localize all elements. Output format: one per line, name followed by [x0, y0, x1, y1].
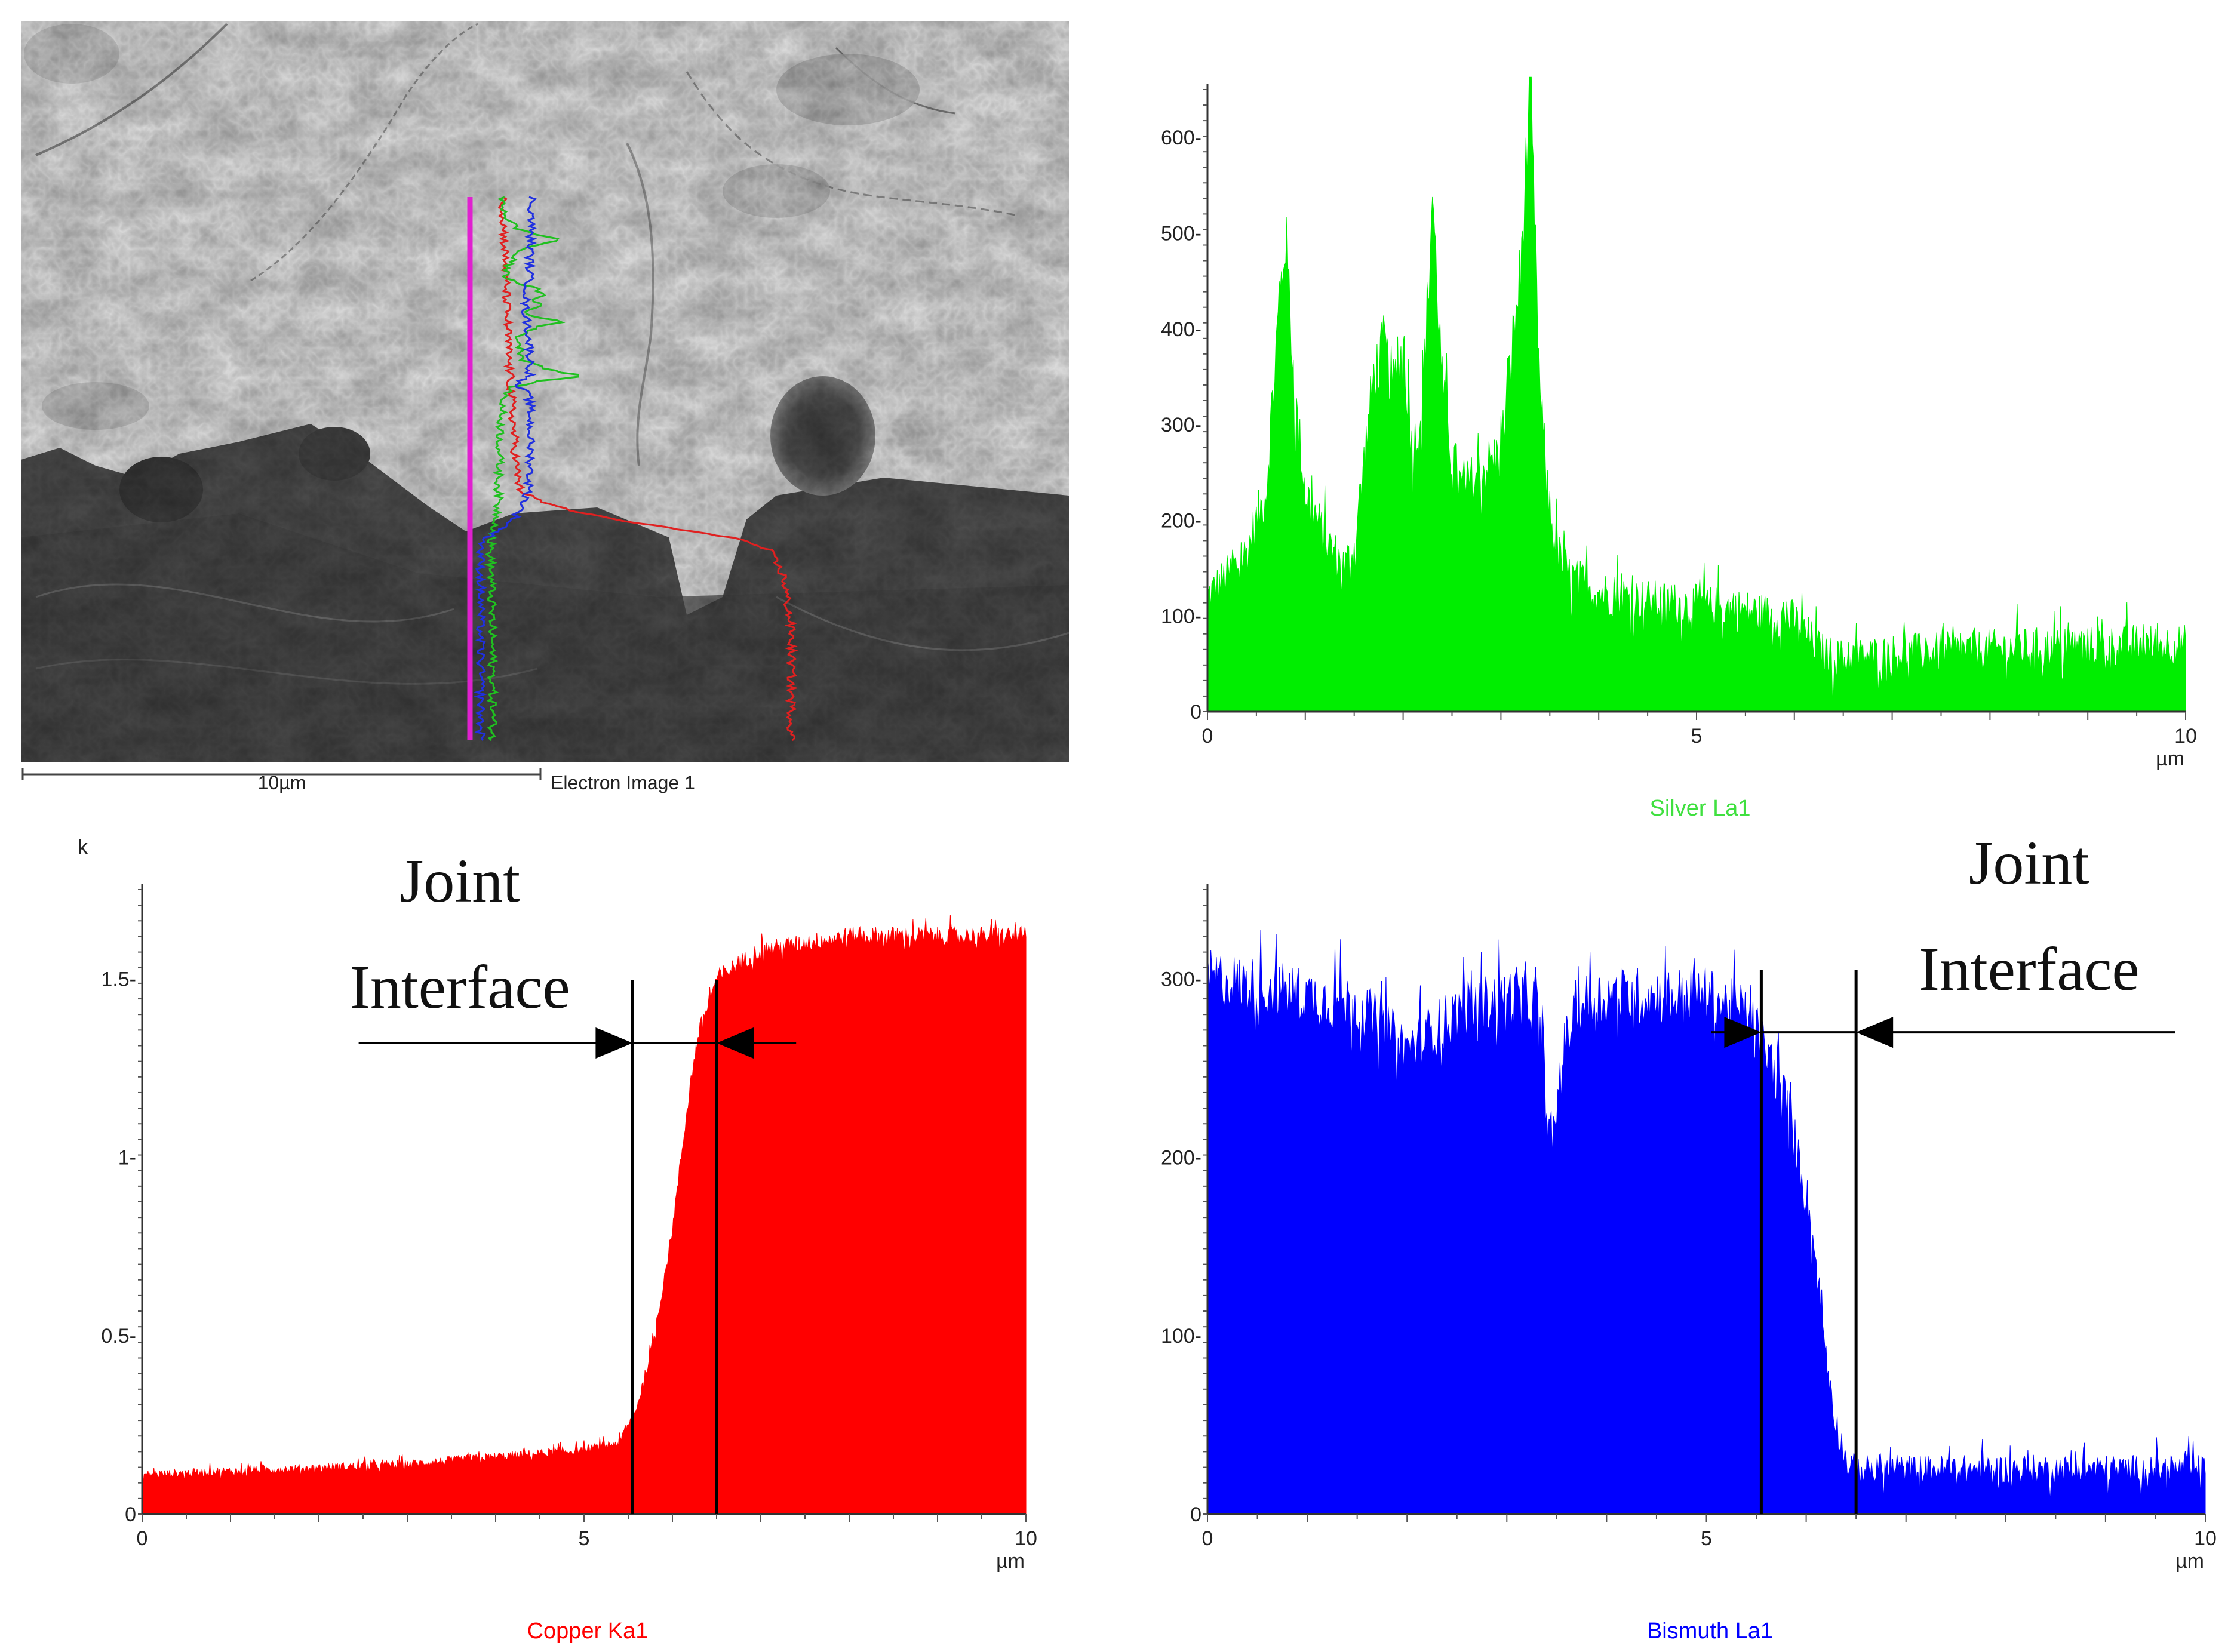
- x-axis-unit: µm: [2156, 747, 2184, 770]
- y-tick-label: 300-: [1161, 414, 1201, 436]
- y-tick-label: 100-: [1161, 605, 1201, 628]
- x-tick-label: 10: [1015, 1527, 1037, 1550]
- y-tick-label: 200-: [1161, 1146, 1201, 1169]
- x-tick-label: 5: [1701, 1527, 1712, 1550]
- chart-copper-ka1: 0 0.5- 1- 1.5- 0 5 10µm k Copper Ka1 Joint Interfa…: [78, 836, 1037, 1644]
- series-title: Silver La1: [1650, 796, 1751, 821]
- joint-interface-label-line1: Joint: [400, 847, 520, 915]
- chart-bismuth-la1: 0 100- 200- 300- 0 5 10µm Bismuth La1 Joint Inter…: [1161, 829, 2217, 1644]
- x-tick-label: 0: [137, 1527, 148, 1550]
- y-tick-label: 0.5-: [101, 1325, 136, 1348]
- x-tick-label: 0: [1202, 1527, 1213, 1550]
- series-title: Bismuth La1: [1647, 1619, 1773, 1644]
- arrowhead-right-icon: [595, 1027, 633, 1059]
- arrowhead-right-icon: [1724, 1017, 1762, 1048]
- y-tick-label: 400-: [1161, 318, 1201, 341]
- y-tick-label: 0: [1190, 701, 1201, 724]
- x-axis-unit: µm: [996, 1550, 1025, 1573]
- arrowhead-left-icon: [717, 1027, 754, 1059]
- joint-interface-label-line2: Interface: [349, 953, 570, 1022]
- joint-interface-label-line2: Interface: [1919, 935, 2139, 1004]
- y-tick-label: 600-: [1161, 127, 1201, 149]
- y-tick-label: 0: [1190, 1503, 1201, 1526]
- series-area: [1207, 930, 2206, 1515]
- x-axis-unit: µm: [2175, 1550, 2204, 1573]
- x-tick-label: 0: [1202, 725, 1213, 747]
- y-tick-label: 200-: [1161, 509, 1201, 532]
- x-tick-label: 10: [2194, 1527, 2217, 1550]
- x-tick-label: 10: [2174, 725, 2197, 747]
- series-area: [1207, 76, 2186, 712]
- x-tick-label: 5: [1691, 725, 1703, 747]
- series-title: Copper Ka1: [527, 1619, 649, 1644]
- chart-silver-la1: 0 100- 200- 300- 400- 500- 600- 0 5 10µm Silver La…: [1161, 76, 2197, 821]
- y-axis-unit: k: [78, 836, 88, 859]
- y-tick-label: 300-: [1161, 968, 1201, 990]
- joint-interface-label-line1: Joint: [1969, 829, 2089, 897]
- y-tick-label: 1.5-: [101, 968, 136, 990]
- y-tick-label: 0: [125, 1503, 136, 1526]
- arrowhead-left-icon: [1856, 1017, 1894, 1048]
- series-area: [142, 915, 1027, 1515]
- x-tick-label: 5: [579, 1527, 590, 1550]
- y-tick-label: 100-: [1161, 1325, 1201, 1348]
- y-tick-label: 1-: [118, 1146, 136, 1169]
- y-tick-label: 500-: [1161, 222, 1201, 245]
